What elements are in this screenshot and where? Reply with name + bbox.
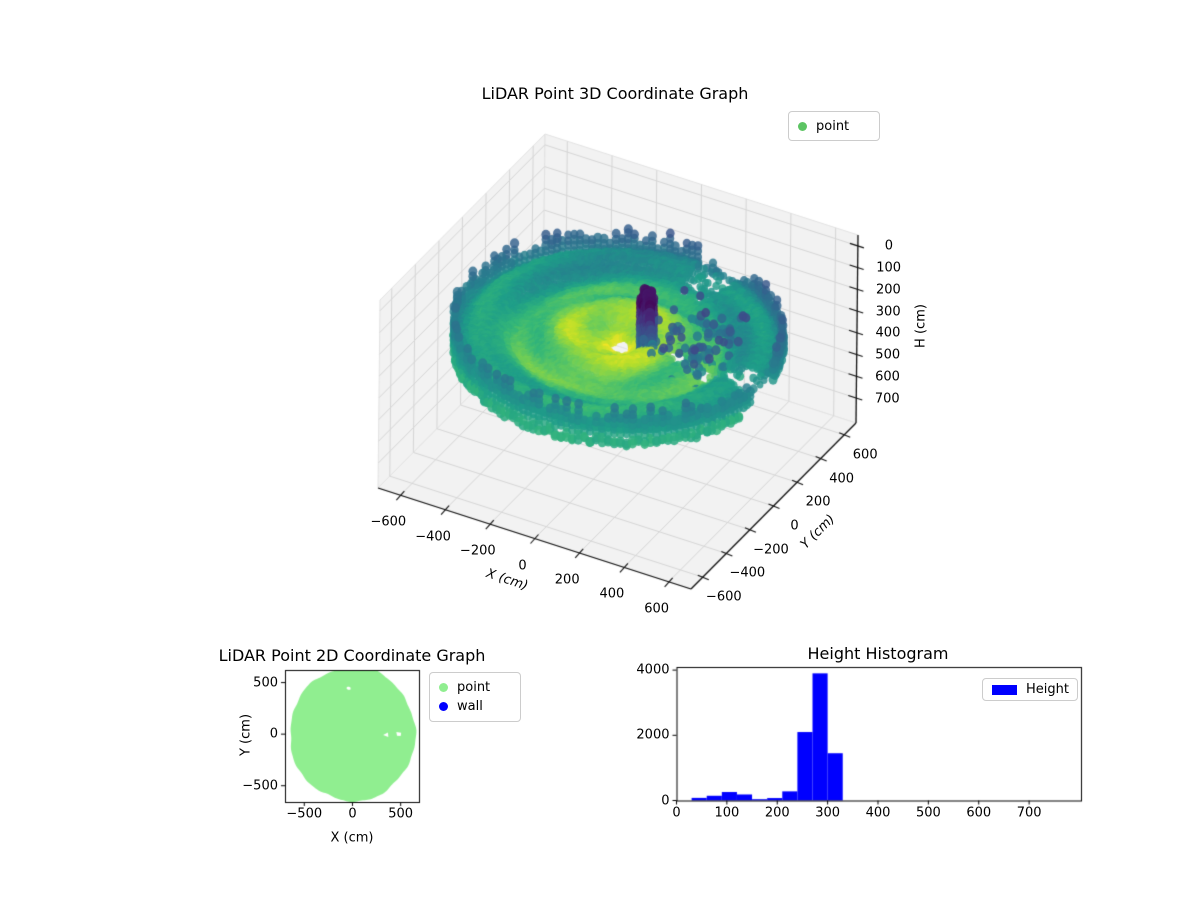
tick-label: 100 xyxy=(876,260,902,276)
tick-label: 200 xyxy=(805,494,831,510)
tick-label: 600 xyxy=(644,601,670,617)
plot3d-zaxis-label: H (cm) xyxy=(913,304,929,348)
tick-label: 600 xyxy=(966,805,992,820)
tick-label: 0 xyxy=(790,518,799,534)
legend-row-point: point xyxy=(798,119,870,134)
tick-label: 0 xyxy=(518,558,527,573)
legend-row-height: Height xyxy=(992,682,1069,697)
tick-label: −600 xyxy=(370,514,407,530)
plot3d-title: LiDAR Point 3D Coordinate Graph xyxy=(481,84,749,103)
tick-label: 400 xyxy=(599,586,625,602)
wall-legend-marker xyxy=(439,702,448,711)
tick-label: 400 xyxy=(875,325,901,341)
plot2d-yaxis-label: Y (cm) xyxy=(238,713,254,757)
tick-label: 200 xyxy=(876,282,901,298)
tick-label: 500 xyxy=(253,675,278,691)
tick-label: −200 xyxy=(459,543,496,559)
point-legend-marker xyxy=(798,121,807,131)
plot2d-title: LiDAR Point 2D Coordinate Graph xyxy=(218,646,486,665)
point-legend-label: point xyxy=(457,680,491,695)
tick-label: 500 xyxy=(388,806,414,822)
wall-legend-label: wall xyxy=(457,699,483,714)
tick-label: 300 xyxy=(875,304,901,320)
point-legend-marker xyxy=(439,683,448,692)
plot2d-xaxis-label: X (cm) xyxy=(330,830,374,846)
tick-label: 600 xyxy=(852,447,878,463)
tick-label: 2000 xyxy=(636,727,670,743)
legend-row-point: point xyxy=(439,680,511,695)
tick-label: 200 xyxy=(764,805,790,820)
tick-label: 400 xyxy=(865,805,891,820)
tick-label: 0 xyxy=(269,726,278,742)
tick-label: 700 xyxy=(874,391,900,406)
tick-label: −400 xyxy=(415,529,451,545)
tick-label: 700 xyxy=(1016,805,1042,820)
tick-label: −600 xyxy=(705,589,742,605)
tick-label: −500 xyxy=(242,778,278,794)
tick-label: 0 xyxy=(348,806,357,822)
histogram-title: Height Histogram xyxy=(807,644,949,663)
tick-label: −200 xyxy=(753,542,789,558)
tick-label: −400 xyxy=(729,565,766,581)
plot3d-legend: point xyxy=(788,111,880,141)
tick-label: 0 xyxy=(672,805,681,820)
tick-label: 400 xyxy=(829,471,855,487)
tick-label: 100 xyxy=(714,805,740,820)
tick-label: 0 xyxy=(661,793,670,808)
legend-row-wall: wall xyxy=(439,699,511,714)
tick-label: 200 xyxy=(554,572,580,588)
tick-label: 500 xyxy=(915,805,941,820)
tick-label: 4000 xyxy=(636,662,670,678)
height-legend-label: Height xyxy=(1026,682,1069,697)
height-legend-marker xyxy=(992,684,1017,695)
plot2d-legend: point wall xyxy=(429,672,521,722)
tick-label: 0 xyxy=(884,238,894,254)
tick-label: −500 xyxy=(286,806,323,822)
tick-label: 600 xyxy=(875,369,900,385)
tick-label: 300 xyxy=(815,805,841,820)
tick-label: 500 xyxy=(875,347,901,363)
point-legend-label: point xyxy=(816,118,850,134)
histogram-legend: Height xyxy=(982,678,1078,701)
